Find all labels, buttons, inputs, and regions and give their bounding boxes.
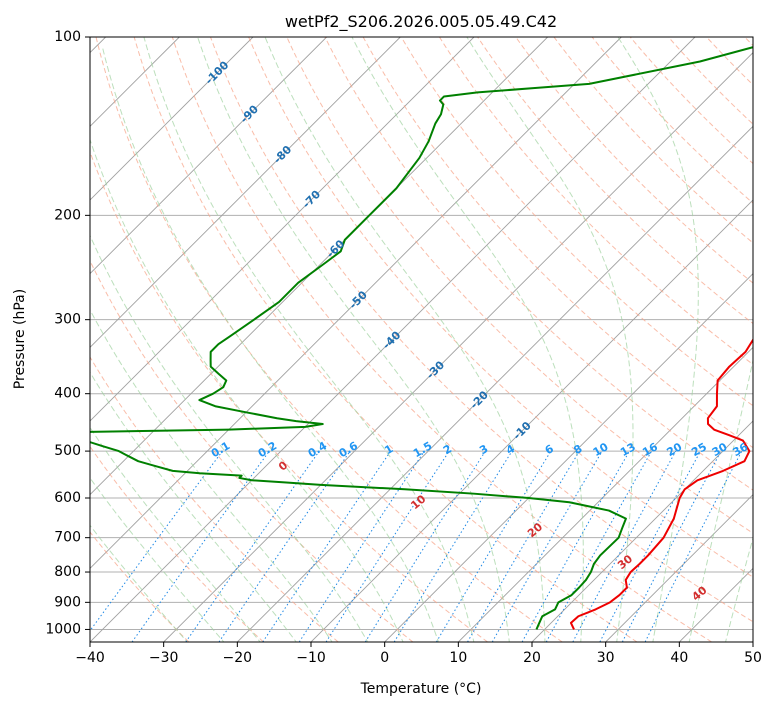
dry-adiabat-lines (90, 37, 753, 642)
x-tick-label: 20 (523, 650, 541, 666)
mixing-ratio-line (90, 450, 223, 632)
dry-adiabat-line (324, 37, 753, 491)
moist-adiabat-line (90, 426, 261, 642)
y-tick-label: 900 (54, 594, 81, 610)
y-tick-label: 700 (54, 530, 81, 546)
temperature-profile-line (569, 337, 753, 630)
y-axis-ticks: 1000 900 800 700 600 500 400 300 200 100 (45, 29, 90, 637)
dry-adiabat-line (286, 37, 753, 534)
dry-adiabat-line (90, 356, 339, 642)
mixing-ratio-line (218, 450, 351, 642)
moist-adiabat-line (90, 234, 369, 642)
pressure-gridlines (90, 37, 753, 630)
moist-adiabat-line (90, 477, 225, 642)
x-tick-label: −10 (296, 650, 326, 666)
x-tick-label: −30 (149, 650, 179, 666)
isotherm-line (237, 125, 753, 642)
y-tick-label: 1000 (45, 621, 81, 637)
mixing-ratio-line (262, 450, 392, 642)
moist-adiabat-line (101, 46, 439, 642)
chart-title: wetPf2_S206.2026.005.05.49.C42 (285, 12, 557, 32)
isotherm-line (90, 37, 475, 422)
plot-area: -100-90-80-70-60-50-40-30-20-100.1 0.2 0.4… (90, 37, 753, 642)
dry-adiabat-line (90, 259, 414, 642)
x-tick-label: −20 (223, 650, 253, 666)
moist-adiabat-line (466, 37, 634, 642)
x-tick-label: 30 (597, 650, 615, 666)
isotherm-line (90, 37, 622, 569)
y-axis-label: Pressure (hPa) (12, 289, 28, 389)
dry-adiabat-line (439, 37, 753, 366)
moist-adiabat-line (90, 138, 404, 642)
dry-adiabat-line (248, 37, 753, 578)
dry-adiabat-line (95, 37, 563, 642)
y-tick-label: 500 (54, 443, 81, 459)
moist-adiabat-line (90, 371, 297, 642)
mixing-ratio-line (644, 450, 743, 642)
x-axis-label: Temperature (°C) (360, 681, 482, 697)
profile-series (90, 46, 753, 630)
x-tick-label: 40 (670, 650, 688, 666)
mixing-ratio-line (545, 450, 653, 642)
dewpoint-profile-line (90, 46, 753, 630)
dry-adiabat-line (133, 37, 638, 642)
isotherm-line (163, 52, 753, 642)
mixing-ratio-line (131, 450, 270, 642)
x-tick-label: 10 (449, 650, 467, 666)
moist-adiabat-line (90, 308, 333, 642)
moist-adiabat-line (197, 37, 510, 642)
isotherm-line (531, 420, 753, 642)
isotherm-line (90, 37, 254, 201)
y-tick-label: 800 (54, 564, 81, 580)
isotherm-line (90, 37, 548, 496)
dry-adiabat-line (171, 37, 712, 642)
mixing-ratio-line (298, 450, 425, 642)
x-tick-label: −40 (75, 650, 105, 666)
y-tick-label: 200 (54, 207, 81, 223)
mixing-ratio-line (325, 450, 450, 642)
y-tick-label: 400 (54, 386, 81, 402)
mixing-ratio-line (521, 450, 630, 642)
x-axis-ticks: −40 −30 −20 −10 0 10 20 30 40 50 (75, 642, 762, 666)
y-tick-label: 100 (54, 29, 81, 45)
plot-frame (89, 36, 754, 643)
isotherm-line (90, 37, 327, 275)
isotherm-lines (90, 37, 753, 642)
moist-adiabat-line (264, 37, 546, 642)
x-tick-label: 0 (380, 650, 389, 666)
dry-adiabat-line (90, 150, 488, 642)
mixing-ratio-line (185, 450, 320, 642)
moist-adiabat-line (617, 37, 699, 642)
moist-adiabat-line (90, 524, 188, 642)
y-tick-label: 600 (54, 490, 81, 506)
isotherm-line (605, 494, 753, 642)
dry-adiabat-line (210, 37, 753, 623)
isotherm-line (384, 273, 753, 642)
dry-adiabat-line (362, 37, 753, 449)
moist-adiabat-line (143, 37, 475, 642)
x-tick-label: 50 (744, 650, 762, 666)
isotherm-line (90, 37, 401, 348)
dry-adiabat-line (591, 37, 753, 204)
y-tick-label: 300 (54, 312, 81, 328)
mixing-ratio-line (572, 450, 677, 642)
dry-adiabat-line (553, 37, 753, 244)
dry-adiabat-line (90, 531, 190, 642)
dry-adiabat-line (477, 37, 753, 325)
isotherm-line (90, 37, 696, 642)
isotherm-line (458, 346, 753, 642)
dry-adiabat-line (400, 37, 753, 407)
